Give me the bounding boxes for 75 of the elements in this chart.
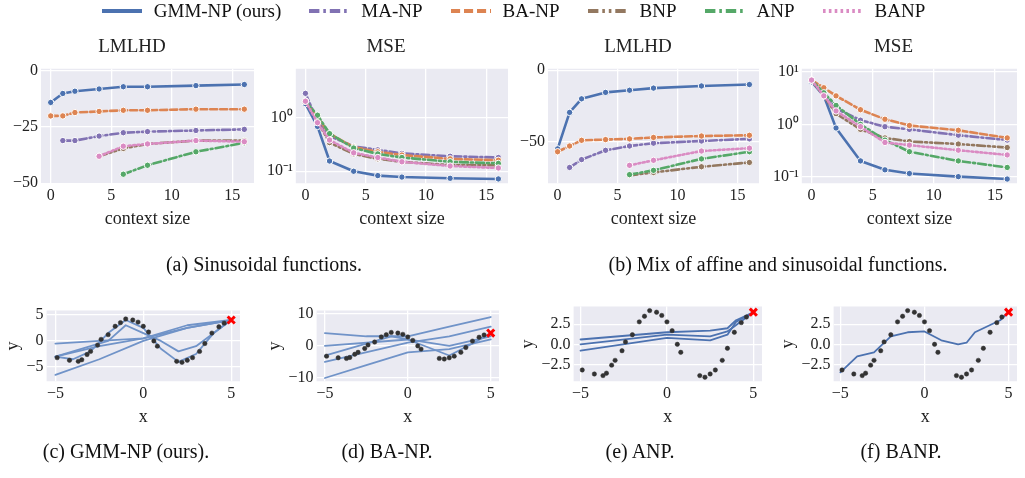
y-tick-label: −5 (26, 357, 44, 375)
x-tick-label: 15 (729, 186, 746, 203)
y-tick-label: −10 (288, 368, 314, 386)
y-tick-label: 0.0 (550, 334, 571, 352)
x-tick-label: 0 (920, 384, 929, 401)
x-tick-label: 0 (662, 384, 671, 401)
x-tick-label: 10 (418, 186, 435, 203)
x-tick-label: 15 (478, 186, 495, 203)
y-tick-label: −2.5 (541, 354, 571, 372)
text: (f) BANP. (860, 440, 942, 463)
y-tick-label: 2.5 (550, 314, 571, 332)
y-axis-title: y (263, 341, 284, 351)
x-tick-label: −5 (831, 384, 849, 401)
y-tick-label: 0 (30, 61, 39, 79)
x-tick-label: 5 (486, 384, 495, 401)
text: (d) BA-NP. (341, 440, 433, 463)
chart-title: LMLHD (604, 35, 672, 57)
legend-label: GMM-NP (ours) (153, 0, 282, 22)
y-tick-label: −2.5 (801, 354, 831, 372)
y-tick-label: 10⁻¹ (267, 161, 293, 179)
x-tick-label: 5 (868, 186, 877, 203)
x-axis-title: context size (610, 207, 697, 228)
y-tick-label: −25 (12, 117, 39, 135)
x-tick-label: 5 (613, 186, 622, 203)
text: (c) GMM-NP (ours). (42, 440, 210, 463)
x-tick-label: −5 (572, 384, 590, 401)
x-tick-label: 15 (224, 186, 241, 203)
legend-label: BA-NP (502, 0, 560, 22)
x-tick-label: 10 (163, 186, 180, 203)
y-tick-label: 10¹ (778, 62, 799, 80)
y-tick-label: 0 (305, 336, 314, 354)
y-tick-label: 0.0 (810, 334, 831, 352)
legend-label: ANP (756, 0, 795, 22)
y-axis-title: y (516, 339, 537, 349)
legend-label: MA-NP (361, 0, 423, 22)
x-axis-title: context size (866, 207, 953, 228)
legend-label: BANP (874, 0, 926, 22)
x-tick-label: 5 (107, 186, 116, 203)
chart-title: MSE (873, 35, 914, 57)
y-tick-label: 2.5 (810, 314, 831, 332)
y-tick-label: 10 (297, 304, 314, 322)
chart-title: LMLHD (98, 35, 166, 57)
x-tick-label: −5 (46, 384, 64, 401)
x-axis-title: context size (359, 207, 445, 228)
text: (a) Sinusoidal functions. (165, 253, 363, 276)
x-tick-label: 0 (139, 384, 148, 401)
text: (b) Mix of affine and sinusoidal functions. (608, 253, 948, 276)
y-tick-label: 0 (537, 60, 546, 78)
y-tick-label: 5 (35, 304, 44, 322)
x-tick-label: 15 (986, 186, 1003, 203)
y-axis-title: y (776, 339, 797, 349)
x-axis-title: x (663, 405, 673, 426)
y-axis-title: y (1, 341, 22, 351)
legend-label: BNP (639, 0, 677, 22)
y-tick-label: 10⁰ (270, 107, 293, 125)
y-tick-label: 0 (35, 331, 44, 349)
x-axis-title: x (138, 405, 148, 426)
x-tick-label: 0 (46, 186, 55, 203)
x-tick-label: 0 (403, 384, 412, 401)
x-tick-label: 10 (925, 186, 942, 203)
x-tick-label: 5 (749, 384, 758, 401)
x-tick-label: 5 (361, 186, 370, 203)
chart-title: MSE (366, 35, 406, 57)
y-tick-label: 10⁻¹ (773, 166, 799, 184)
y-tick-label: 10⁰ (776, 114, 799, 132)
x-axis-title: context size (104, 207, 191, 228)
y-tick-label: −50 (12, 173, 39, 191)
x-tick-label: 5 (227, 384, 236, 401)
x-axis-title: x (920, 405, 930, 426)
x-axis-title: x (403, 405, 413, 426)
y-tick-label: −50 (519, 131, 546, 149)
text: (e) ANP. (605, 440, 675, 463)
x-tick-label: 10 (669, 186, 686, 203)
x-tick-label: −5 (316, 384, 334, 401)
x-tick-label: 5 (1004, 384, 1013, 401)
